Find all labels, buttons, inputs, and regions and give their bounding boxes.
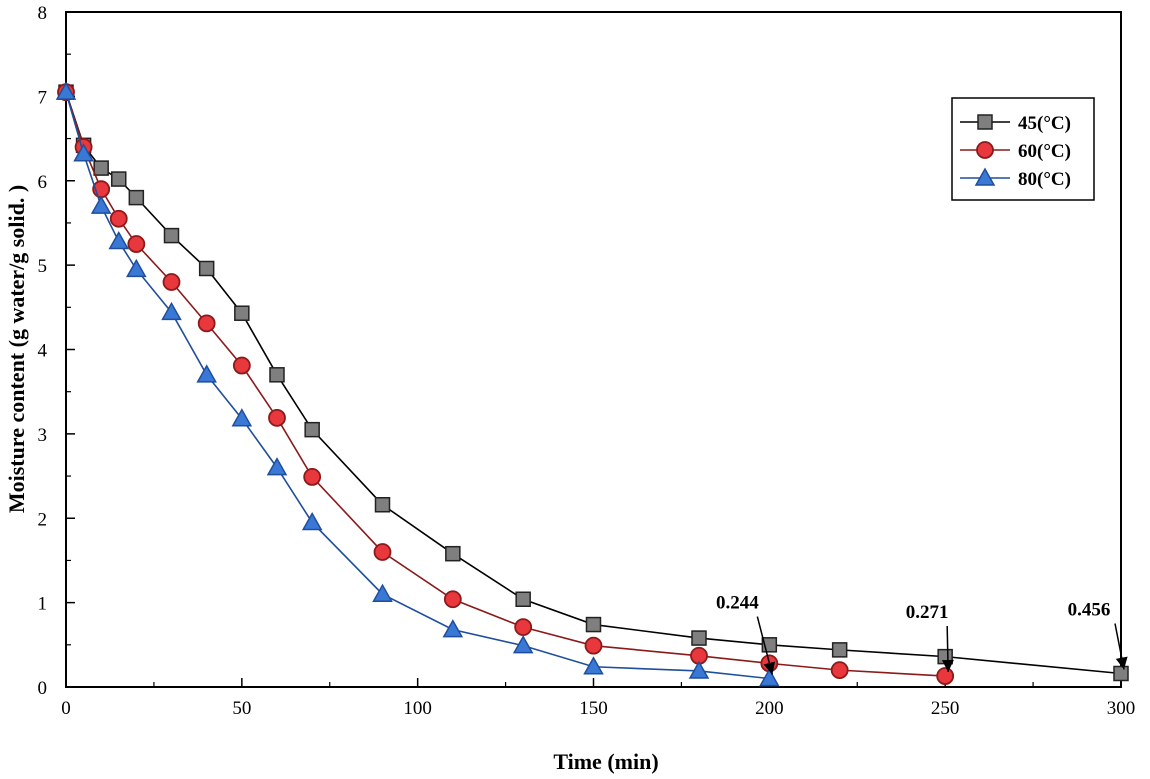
data-point: [373, 543, 392, 561]
y-tick-label: 7: [38, 87, 48, 108]
data-point: [163, 227, 180, 244]
legend-box: [951, 97, 1095, 201]
data-point: [108, 230, 130, 250]
annotation: 0.271: [906, 602, 954, 673]
data-point: [73, 143, 94, 162]
legend-entry: 45(°C): [960, 113, 1071, 134]
data-point: [301, 511, 323, 531]
x-axis: 0 50 100 150 200 250 300: [61, 678, 1135, 719]
data-point: [515, 591, 531, 607]
data-point: [127, 235, 146, 253]
data-point: [443, 590, 462, 609]
annotation: 0.456: [1068, 600, 1128, 670]
legend-entry: 60(°C): [960, 141, 1071, 162]
legend-entry: 80(°C): [960, 167, 1071, 190]
annotation: 0.244: [716, 593, 776, 675]
legend-marker: [974, 167, 996, 186]
data-point: [585, 616, 602, 633]
data-point: [512, 635, 534, 654]
data-point: [109, 209, 128, 228]
series-layer: [55, 81, 1129, 687]
y-tick-label: 6: [38, 172, 48, 193]
data-point: [266, 457, 288, 476]
data-point: [268, 408, 286, 427]
y-tick-label: 1: [38, 594, 48, 615]
annotation-label: 0.456: [1068, 600, 1111, 621]
data-point: [196, 364, 217, 383]
data-point: [198, 260, 215, 277]
y-tick-label: 3: [38, 425, 48, 446]
data-point: [442, 619, 464, 638]
data-point: [231, 408, 253, 427]
legend-label: 80(°C): [1018, 169, 1071, 190]
data-point: [93, 160, 109, 176]
x-tick-label: 200: [755, 698, 784, 719]
data-point: [759, 668, 780, 687]
data-point: [55, 81, 77, 100]
data-point: [232, 356, 251, 375]
legend-label: 60(°C): [1018, 141, 1071, 162]
data-point: [936, 667, 955, 685]
annotation-label: 0.244: [716, 593, 759, 614]
series-0: [58, 84, 1129, 682]
series-line: [65, 91, 770, 680]
y-axis-title: Moisture content (g water/g solid. ): [4, 185, 29, 513]
x-axis-title: Time (min): [553, 749, 658, 774]
annotation-arrowhead: [941, 659, 954, 673]
series-2: [55, 81, 780, 687]
x-tick-label: 150: [579, 698, 608, 719]
annotation-label: 0.271: [906, 602, 949, 623]
data-point: [514, 618, 533, 636]
data-point: [374, 497, 391, 513]
data-point: [197, 314, 216, 333]
data-point: [830, 661, 849, 680]
x-tick-label: 250: [931, 698, 960, 719]
data-point: [269, 367, 285, 383]
data-point: [128, 189, 145, 206]
data-point: [372, 583, 393, 602]
legend: 45(°C) 60(°C) 80(°C): [951, 97, 1095, 201]
annotation-arrowhead: [763, 661, 776, 675]
data-point: [303, 468, 322, 486]
legend-label: 45(°C): [1018, 113, 1071, 134]
data-point: [584, 636, 603, 655]
x-tick-label: 0: [61, 698, 71, 719]
series-1: [57, 83, 955, 685]
data-point: [445, 545, 461, 562]
y-axis: 0 1 2 3 4 5 6 7 8: [38, 3, 75, 699]
y-tick-label: 8: [38, 3, 48, 24]
data-point: [304, 421, 320, 438]
y-tick-label: 2: [38, 509, 48, 530]
annotation-layer: 0.244 0.271 0.456: [716, 593, 1128, 675]
legend-marker: [976, 141, 994, 159]
data-point: [161, 301, 182, 321]
data-point: [583, 656, 604, 675]
data-point: [111, 171, 127, 187]
annotation-arrowhead: [1115, 656, 1128, 670]
data-point: [831, 642, 848, 658]
data-point: [162, 273, 181, 291]
data-point: [1113, 665, 1129, 682]
y-tick-label: 5: [38, 256, 48, 277]
data-point: [688, 660, 710, 679]
legend-marker: [977, 114, 993, 130]
y-tick-label: 0: [38, 678, 48, 699]
x-tick-label: 300: [1107, 698, 1136, 719]
data-point: [691, 630, 707, 646]
data-point: [90, 195, 112, 214]
y-tick-label: 4: [38, 341, 48, 362]
data-point: [234, 305, 250, 321]
data-point: [126, 258, 147, 278]
x-tick-label: 100: [403, 698, 432, 719]
x-tick-label: 50: [232, 698, 251, 719]
